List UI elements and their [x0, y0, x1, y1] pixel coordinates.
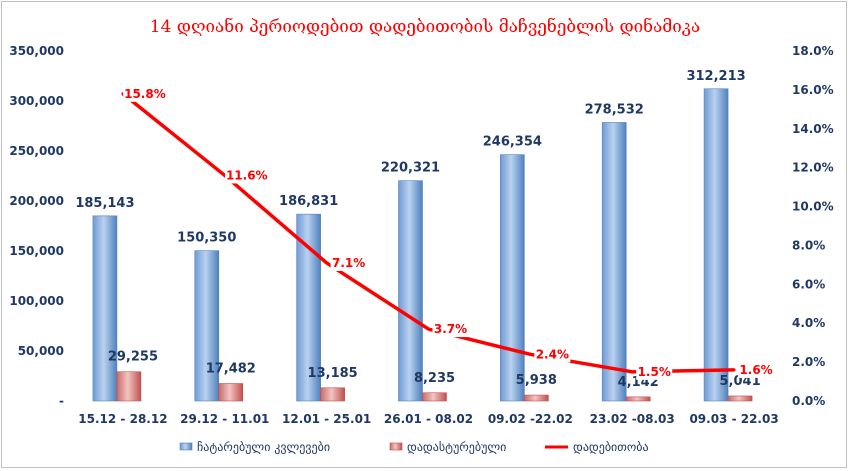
positivity-point: [427, 327, 430, 331]
data-label-tested: 186,831: [279, 194, 338, 209]
positivity-label-bg: [636, 363, 673, 380]
bar-confirmed: [727, 395, 753, 402]
category-label: 09.02 -22.02: [488, 412, 573, 426]
positivity-label: 11.6%: [226, 168, 268, 182]
data-label-tested: 246,354: [483, 135, 542, 150]
y-tick-label: 200,000: [9, 194, 64, 208]
y-axis-right: 0.0% 2.0% 4.0% 6.0% 8.0% 10.0% 12.0% 14.0% 16.0%…: [792, 44, 834, 408]
positivity-label: 15.8%: [124, 87, 166, 101]
y2-tick-label: 16.0%: [792, 83, 834, 97]
legend-label-tested: ჩატარებული კვლევები: [197, 440, 330, 454]
positivity-label: 1.6%: [739, 363, 772, 377]
positivity-label-bg: [330, 254, 367, 271]
chart-title: 14 დღიანი პერიოდებით დადებითობის მაჩვენე…: [150, 17, 700, 37]
data-label-tested: 185,143: [75, 196, 134, 211]
bar-confirmed: [218, 383, 244, 402]
positivity-label: 7.1%: [332, 256, 365, 270]
positivity-point: [325, 261, 329, 265]
bar-tested: [398, 180, 423, 402]
data-label-tested: 220,321: [381, 161, 440, 176]
positivity-point: [630, 370, 634, 374]
legend-label-confirmed: დადასტურებული: [407, 440, 506, 454]
data-label-tested: 150,350: [177, 231, 236, 246]
positivity-label-bg: [225, 167, 269, 184]
y2-tick-label: 10.0%: [792, 200, 834, 214]
bar-tested: [500, 154, 525, 402]
y2-tick-label: 14.0%: [792, 122, 834, 136]
bar-confirmed: [422, 392, 447, 402]
bar-tested: [92, 215, 118, 402]
y2-tick-label: 2.0%: [792, 355, 825, 369]
bar-confirmed: [524, 394, 549, 402]
bar-confirmed: [625, 396, 651, 402]
category-label: 12.01 - 25.01: [282, 412, 371, 426]
y-tick-label: 100,000: [9, 294, 64, 308]
positivity-label-bg: [432, 321, 469, 338]
data-label-confirmed: 8,235: [414, 371, 455, 386]
bar-tested: [194, 250, 220, 402]
positivity-label: 2.4%: [536, 347, 569, 361]
positivity-point: [528, 352, 532, 356]
legend: ჩატარებული კვლევები დადასტურებული დადებითო…: [179, 440, 649, 454]
positivity-label-bg: [534, 346, 571, 363]
legend-label-positivity: დადებითობა: [573, 440, 649, 454]
bar-confirmed: [320, 387, 345, 402]
y2-tick-label: 8.0%: [792, 238, 825, 252]
data-label-confirmed: 5,938: [516, 373, 557, 388]
y-tick-label: 250,000: [9, 144, 64, 158]
data-label-confirmed: 17,482: [206, 362, 256, 377]
positivity-label-bg: [123, 85, 167, 102]
y2-tick-label: 0.0%: [792, 394, 825, 408]
y-tick-label: 150,000: [9, 244, 64, 258]
positivity-point: [732, 368, 736, 372]
bar-tested: [601, 122, 627, 402]
positivity-label: 3.7%: [434, 322, 467, 336]
legend-swatch-confirmed: [389, 442, 403, 451]
y-tick-label: -: [59, 394, 64, 408]
positivity-label: 1.5%: [638, 365, 671, 379]
data-label-tested: 278,532: [585, 102, 644, 117]
legend-swatch-tested: [179, 442, 193, 451]
y2-tick-label: 6.0%: [792, 277, 825, 291]
bar-tested: [703, 88, 729, 402]
y2-tick-label: 18.0%: [792, 44, 834, 58]
category-label: 09.03 - 22.03: [689, 412, 778, 426]
category-label: 23.02 -08.03: [590, 412, 675, 426]
y2-tick-label: 12.0%: [792, 161, 834, 175]
data-label-confirmed: 13,185: [308, 366, 358, 381]
data-label-confirmed: 29,255: [108, 350, 158, 365]
y-axis-left: - 50,000 100,000 150,000 200,000 250,000 300,0…: [9, 44, 64, 408]
line-series: 15.8% 11.6% 7.1% 3.7% 2.4% 1.5% 1.6%: [121, 85, 775, 380]
y-tick-label: 50,000: [18, 344, 64, 358]
y-tick-label: 350,000: [9, 44, 64, 58]
bar-confirmed: [116, 371, 142, 402]
positivity-label-bg: [738, 361, 775, 378]
bar-series: 185,143 29,255 150,350 17,482 186,831 13,185 2…: [75, 69, 761, 402]
category-label: 26.01 - 08.02: [384, 412, 473, 426]
data-label-tested: 312,213: [686, 69, 745, 84]
category-label: 29.12 - 11.01: [180, 412, 269, 426]
category-label: 15.12 - 28.12: [78, 412, 167, 426]
y2-tick-label: 4.0%: [792, 316, 825, 330]
y-tick-label: 300,000: [9, 94, 64, 108]
x-axis: 15.12 - 28.12 29.12 - 11.01 12.01 - 25.01 2…: [78, 412, 778, 426]
